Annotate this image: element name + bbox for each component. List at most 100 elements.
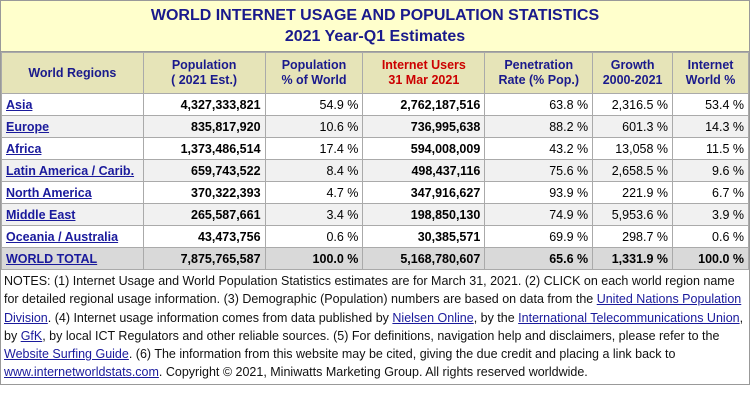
region-cell: Europe bbox=[1, 115, 144, 138]
value-cell: 43.2 % bbox=[484, 137, 594, 160]
value-cell: 74.9 % bbox=[484, 203, 594, 226]
value-cell: 5,953.6 % bbox=[592, 203, 674, 226]
column-header: Penetration Rate (% Pop.) bbox=[484, 52, 594, 94]
value-cell: 2,316.5 % bbox=[592, 93, 674, 116]
header-text: Internet bbox=[687, 58, 734, 72]
value-cell: 298.7 % bbox=[592, 225, 674, 248]
value-cell: 43,473,756 bbox=[142, 225, 266, 248]
value-cell: 4.7 % bbox=[264, 181, 364, 204]
value-cell: 13,058 % bbox=[592, 137, 674, 160]
note-text: NOTES: (1) Internet Usage and World Popu… bbox=[4, 274, 735, 307]
subtitle: 2021 Year-Q1 Estimates bbox=[284, 28, 466, 45]
region-cell: North America bbox=[1, 181, 144, 204]
table-row: Africa 1,373,486,514 17.4 % 594,008,009 43.2… bbox=[1, 137, 749, 160]
header-row: World Regions Population( 2021 Est.) Popul… bbox=[1, 52, 749, 94]
value-cell: 2,658.5 % bbox=[592, 159, 674, 182]
header-text: Internet Users bbox=[381, 58, 466, 72]
value-cell: 17.4 % bbox=[264, 137, 364, 160]
region-link[interactable]: Africa bbox=[6, 141, 42, 156]
note-link[interactable]: www.internetworldstats.com bbox=[4, 365, 159, 380]
header-text: Population bbox=[171, 58, 237, 72]
region-link[interactable]: Latin America / Carib. bbox=[6, 163, 135, 178]
value-cell: 7,875,765,587 bbox=[142, 247, 266, 270]
region-cell: Latin America / Carib. bbox=[1, 159, 144, 182]
column-header: Internet World % bbox=[672, 52, 749, 94]
header-text: Growth bbox=[610, 58, 655, 72]
region-cell: Oceania / Australia bbox=[1, 225, 144, 248]
value-cell: 2,762,187,516 bbox=[362, 93, 486, 116]
header-text: World % bbox=[685, 73, 736, 87]
note-text: , by bbox=[4, 310, 744, 343]
value-cell: 6.7 % bbox=[672, 181, 749, 204]
value-cell: 835,817,920 bbox=[142, 115, 266, 138]
note-text: . (4) Internet usage information comes f… bbox=[47, 310, 393, 325]
header-text: % of World bbox=[281, 73, 347, 87]
value-cell: 498,437,116 bbox=[362, 159, 486, 182]
note-text: . Copyright © 2021, Miniwatts Marketing … bbox=[158, 365, 588, 380]
value-cell: 30,385,571 bbox=[362, 225, 486, 248]
header-text: Penetration bbox=[504, 58, 574, 72]
note-link[interactable]: International Telecommunications Union bbox=[518, 310, 740, 325]
value-cell: 65.6 % bbox=[484, 247, 594, 270]
header-text: World Regions bbox=[28, 65, 117, 80]
region-link[interactable]: Europe bbox=[6, 119, 50, 134]
table-row: Latin America / Carib. 659,743,522 8.4 % 49… bbox=[1, 159, 749, 182]
value-cell: 3.9 % bbox=[672, 203, 749, 226]
region-link[interactable]: Oceania / Australia bbox=[6, 229, 119, 244]
value-cell: 5,168,780,607 bbox=[362, 247, 486, 270]
header-text: Rate (% Pop.) bbox=[498, 73, 579, 87]
note-link[interactable]: GfK bbox=[20, 328, 43, 343]
value-cell: 601.3 % bbox=[592, 115, 674, 138]
value-cell: 11.5 % bbox=[672, 137, 749, 160]
region-cell: WORLD TOTAL bbox=[1, 247, 144, 270]
note-text: , by the bbox=[473, 310, 519, 325]
value-cell: 9.6 % bbox=[672, 159, 749, 182]
header-text: Population bbox=[281, 58, 347, 72]
region-cell: Middle East bbox=[1, 203, 144, 226]
table-row: Europe 835,817,920 10.6 % 736,995,638 88.2 %… bbox=[1, 115, 749, 138]
region-link[interactable]: Asia bbox=[6, 97, 33, 112]
region-link[interactable]: North America bbox=[6, 185, 92, 200]
value-cell: 198,850,130 bbox=[362, 203, 486, 226]
value-cell: 69.9 % bbox=[484, 225, 594, 248]
value-cell: 370,322,393 bbox=[142, 181, 266, 204]
value-cell: 221.9 % bbox=[592, 181, 674, 204]
column-header: Growth 2000-2021 bbox=[592, 52, 674, 94]
column-header: World Regions bbox=[1, 52, 144, 94]
value-cell: 88.2 % bbox=[484, 115, 594, 138]
note-link[interactable]: Nielsen Online bbox=[392, 310, 474, 325]
value-cell: 53.4 % bbox=[672, 93, 749, 116]
region-link[interactable]: WORLD TOTAL bbox=[6, 251, 98, 266]
column-header: Population( 2021 Est.) bbox=[142, 52, 266, 94]
stats-panel: WORLD INTERNET USAGE AND POPULATION STAT… bbox=[0, 0, 750, 385]
note-text: . (6) The information from this website … bbox=[128, 347, 676, 362]
value-cell: 736,995,638 bbox=[362, 115, 486, 138]
header-text: 31 Mar 2021 bbox=[388, 73, 460, 87]
value-cell: 3.4 % bbox=[264, 203, 364, 226]
value-cell: 100.0 % bbox=[672, 247, 749, 270]
table-row: Asia 4,327,333,821 54.9 % 2,762,187,516 63.8… bbox=[1, 93, 749, 116]
value-cell: 14.3 % bbox=[672, 115, 749, 138]
value-cell: 8.4 % bbox=[264, 159, 364, 182]
region-link[interactable]: Middle East bbox=[6, 207, 76, 222]
stats-table: World Regions Population( 2021 Est.) Popul… bbox=[1, 52, 749, 270]
region-cell: Asia bbox=[1, 93, 144, 116]
value-cell: 63.8 % bbox=[484, 93, 594, 116]
header-text: 2000-2021 bbox=[602, 73, 663, 87]
note-link[interactable]: Website Surfing Guide bbox=[4, 347, 129, 362]
note-text: , by local ICT Regulators and other reli… bbox=[42, 328, 720, 343]
table-row: WORLD TOTAL 7,875,765,587 100.0 % 5,168,780… bbox=[1, 247, 749, 270]
value-cell: 0.6 % bbox=[264, 225, 364, 248]
value-cell: 4,327,333,821 bbox=[142, 93, 266, 116]
table-row: Oceania / Australia 43,473,756 0.6 % 30,385… bbox=[1, 225, 749, 248]
value-cell: 1,331.9 % bbox=[592, 247, 674, 270]
value-cell: 93.9 % bbox=[484, 181, 594, 204]
note-link[interactable]: United Nations Population Division bbox=[4, 292, 742, 325]
table-row: Middle East 265,587,661 3.4 % 198,850,130 74… bbox=[1, 203, 749, 226]
column-header: Population% of World bbox=[264, 52, 364, 94]
value-cell: 100.0 % bbox=[264, 247, 364, 270]
value-cell: 1,373,486,514 bbox=[142, 137, 266, 160]
value-cell: 659,743,522 bbox=[142, 159, 266, 182]
value-cell: 10.6 % bbox=[264, 115, 364, 138]
